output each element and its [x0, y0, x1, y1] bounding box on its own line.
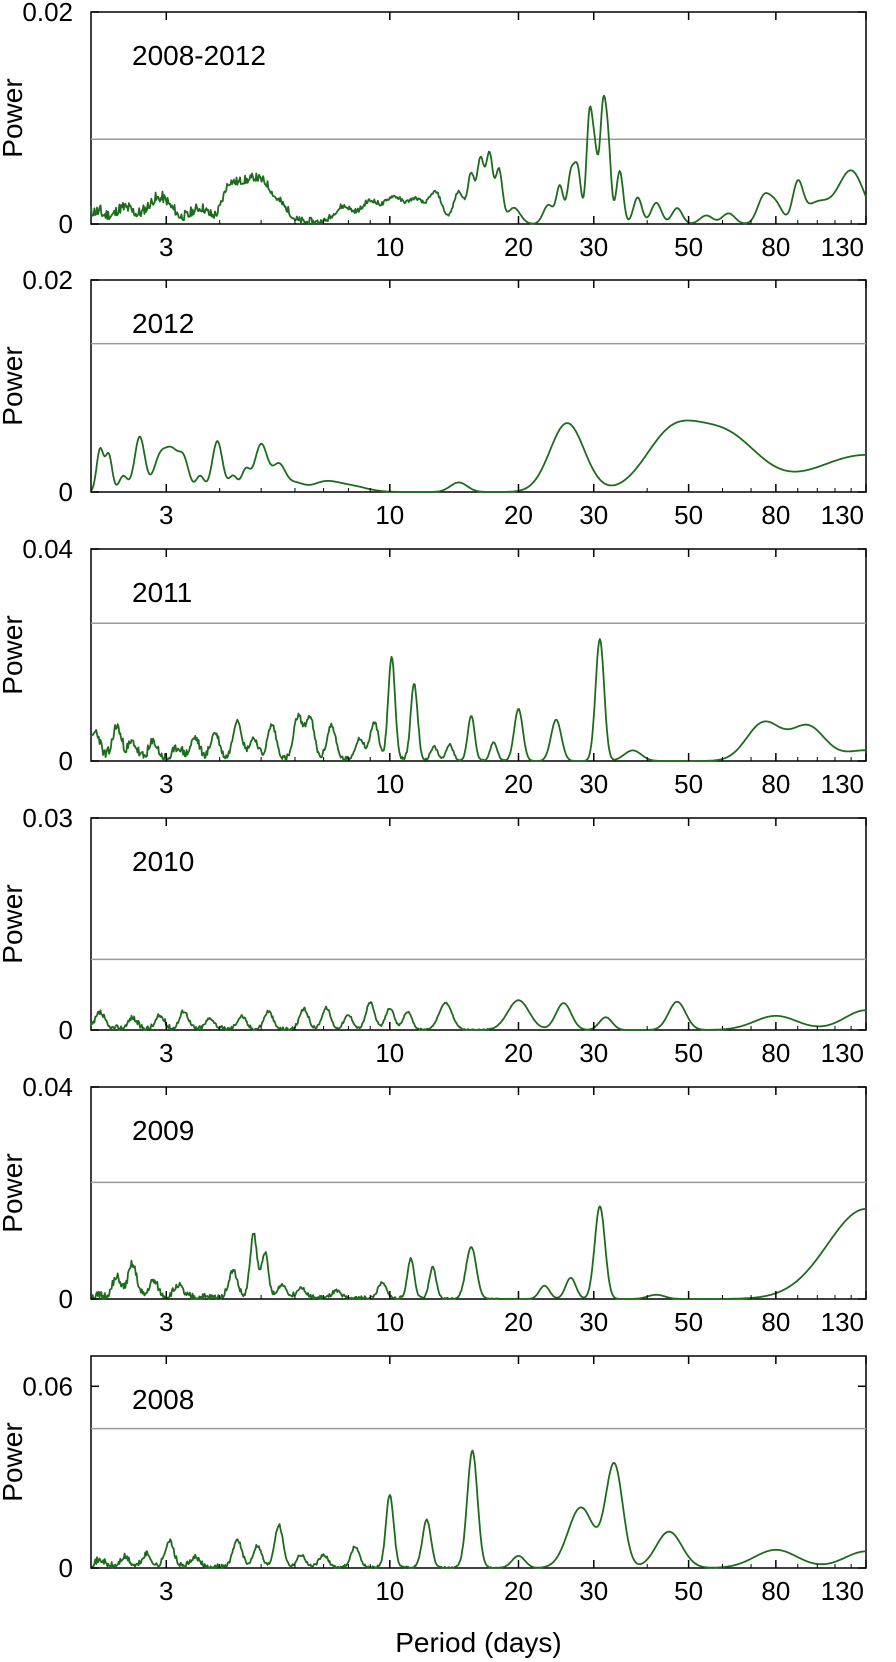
- x-tick-label: 20: [504, 769, 533, 799]
- x-tick-label: 3: [159, 1038, 173, 1068]
- plot-frame: [90, 817, 867, 1031]
- x-tick-label: 80: [761, 500, 790, 530]
- x-tick-label: 80: [761, 1038, 790, 1068]
- x-tick-label: 3: [159, 232, 173, 262]
- x-tick-label: 130: [821, 1038, 864, 1068]
- x-tick-label: 30: [579, 232, 608, 262]
- x-tick-label: 50: [674, 1038, 703, 1068]
- x-tick-label: 80: [761, 1307, 790, 1337]
- panel-2009: 2009 Power 0.04 0 3 10 20 30 50 80 130: [0, 1072, 867, 1337]
- y-tick-label-zero: 0: [59, 1015, 73, 1045]
- x-tick-label: 30: [579, 1307, 608, 1337]
- x-tick-label: 30: [579, 1576, 608, 1606]
- x-tick-label: 50: [674, 1307, 703, 1337]
- x-tick-label: 130: [821, 1307, 864, 1337]
- x-tick-label: 10: [375, 232, 404, 262]
- panel-2008: 2008 Power 0.06 0 3 10 20 30 50 80 130: [0, 1355, 867, 1606]
- power-spectrum-line: [90, 419, 866, 493]
- x-tick-label: 3: [159, 1307, 173, 1337]
- panel-2010: 2010 Power 0.03 0 3 10 20 30 50 80 130: [0, 803, 867, 1068]
- y-tick-label-zero: 0: [59, 746, 73, 776]
- panel-label: 2008: [132, 1384, 194, 1415]
- y-tick-label-zero: 0: [59, 209, 73, 239]
- panel-2012: 2012 Power 0.02 0 3 10 20 30 50 80 130: [0, 265, 867, 530]
- y-axis-label: Power: [0, 884, 28, 963]
- plot-frame: [90, 11, 867, 225]
- y-tick-label-top: 0.03: [22, 803, 73, 833]
- x-tick-label: 20: [504, 232, 533, 262]
- panel-label: 2008-2012: [132, 40, 266, 71]
- panel-label: 2010: [132, 846, 194, 877]
- x-tick-label: 130: [821, 769, 864, 799]
- panel-label: 2009: [132, 1115, 194, 1146]
- x-tick-label: 3: [159, 769, 173, 799]
- x-tick-label: 50: [674, 232, 703, 262]
- plot-frame: [90, 1355, 867, 1569]
- x-tick-label: 20: [504, 500, 533, 530]
- x-tick-label: 20: [504, 1576, 533, 1606]
- plot-frame: [90, 548, 867, 762]
- x-tick-label: 30: [579, 1038, 608, 1068]
- x-tick-label: 80: [761, 769, 790, 799]
- y-axis-label: Power: [0, 78, 28, 157]
- y-tick-label-top: 0.04: [22, 534, 73, 564]
- x-tick-label: 30: [579, 769, 608, 799]
- x-tick-label: 80: [761, 232, 790, 262]
- x-tick-label: 50: [674, 769, 703, 799]
- x-tick-label: 130: [821, 232, 864, 262]
- power-spectrum-line: [90, 999, 866, 1031]
- x-tick-label: 3: [159, 1576, 173, 1606]
- panel-2008-2012: 2008-2012 Power 0.02 0 3 10 20 30 50 80 130: [0, 0, 867, 262]
- y-tick-label-top: 0.02: [22, 0, 73, 27]
- x-tick-label: 20: [504, 1038, 533, 1068]
- x-tick-label: 10: [375, 1576, 404, 1606]
- x-tick-label: 130: [821, 1576, 864, 1606]
- power-spectrum-line: [90, 638, 866, 762]
- y-axis-label: Power: [0, 1153, 28, 1232]
- y-axis-label: Power: [0, 346, 28, 425]
- y-tick-label-zero: 0: [59, 1553, 73, 1583]
- x-tick-label: 50: [674, 1576, 703, 1606]
- plot-frame: [90, 1086, 867, 1300]
- y-axis-label: Power: [0, 615, 28, 694]
- power-spectrum-line: [90, 1449, 867, 1569]
- x-tick-label: 10: [375, 1038, 404, 1068]
- power-spectrum-line: [90, 94, 867, 225]
- y-tick-label-zero: 0: [59, 477, 73, 507]
- y-tick-label-top: 0.04: [22, 1072, 73, 1102]
- panel-label: 2012: [132, 308, 194, 339]
- x-tick-label: 130: [821, 500, 864, 530]
- y-tick-label-top: 0.06: [22, 1371, 73, 1401]
- y-tick-label-zero: 0: [59, 1284, 73, 1314]
- plot-frame: [90, 279, 867, 493]
- x-axis-label: Period (days): [395, 1627, 562, 1658]
- y-tick-label-top: 0.02: [22, 265, 73, 295]
- x-tick-label: 80: [761, 1576, 790, 1606]
- panel-2011: 2011 Power 0.04 0 3 10 20 30 50 80 130: [0, 534, 867, 799]
- panel-label: 2011: [132, 577, 192, 608]
- x-tick-label: 3: [159, 500, 173, 530]
- x-tick-label: 10: [375, 769, 404, 799]
- y-axis-label: Power: [0, 1422, 28, 1501]
- x-tick-label: 10: [375, 1307, 404, 1337]
- x-tick-label: 50: [674, 500, 703, 530]
- x-tick-label: 10: [375, 500, 404, 530]
- x-tick-label: 20: [504, 1307, 533, 1337]
- power-spectrum-line: [90, 1205, 866, 1300]
- x-tick-label: 30: [579, 500, 608, 530]
